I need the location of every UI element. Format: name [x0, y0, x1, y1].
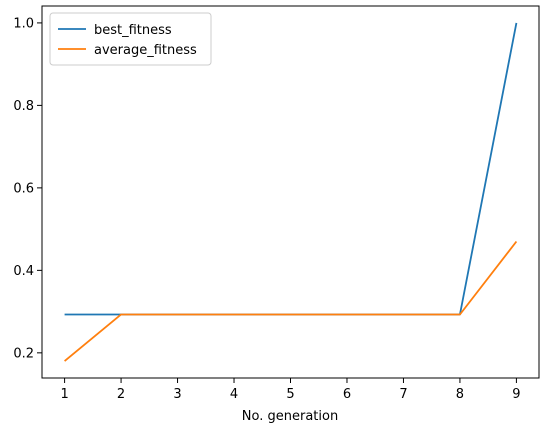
x-tick-label: 9	[512, 387, 520, 402]
legend-label-best-fitness: best_fitness	[94, 23, 172, 38]
legend-box	[49, 12, 212, 66]
x-tick-label: 4	[230, 387, 238, 402]
x-tick-label: 3	[173, 387, 181, 402]
x-tick-label: 2	[117, 387, 125, 402]
y-axis-ticks: 0.2 0.4 0.6 0.8 1.0	[13, 16, 42, 361]
y-tick-label: 0.6	[13, 181, 34, 196]
x-tick-label: 5	[286, 387, 294, 402]
plot-area	[41, 5, 540, 379]
series-line-average-fitness	[64, 240, 518, 362]
x-axis-label: No. generation	[242, 409, 338, 424]
x-axis-ticks: 1 2 3 4 5 6 7 8 9	[60, 378, 521, 402]
x-tick-label: 7	[399, 387, 407, 402]
legend: best_fitness average_fitness	[49, 12, 212, 66]
y-tick-label: 0.2	[13, 346, 34, 361]
legend-label-average-fitness: average_fitness	[94, 43, 197, 58]
y-tick-label: 0.4	[13, 264, 34, 279]
x-tick-label: 1	[60, 387, 68, 402]
series-layer	[64, 22, 518, 362]
x-tick-label: 6	[343, 387, 351, 402]
y-tick-label: 0.8	[13, 99, 34, 114]
y-tick-label: 1.0	[13, 16, 34, 31]
x-tick-label: 8	[456, 387, 464, 402]
